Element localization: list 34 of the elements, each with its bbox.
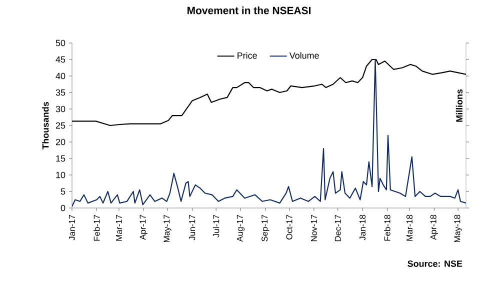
legend-label: Volume: [289, 52, 319, 59]
x-tick-label: May-18: [454, 214, 462, 242]
y-tick-label: 40: [56, 72, 66, 80]
x-tick-label: Sep-17: [262, 214, 270, 242]
x-tick-label: Mar-18: [406, 214, 412, 241]
y-tick-label: 45: [56, 56, 66, 63]
y-tick-label: 5: [60, 188, 66, 195]
y-tick-label: 20: [56, 138, 66, 146]
x-tick-label: Apr-18: [430, 214, 438, 240]
x-tick-label: Jan-17: [69, 214, 75, 240]
y-tick-label: 35: [56, 89, 66, 96]
y-tick-label: 0: [60, 204, 66, 212]
x-tick-label: Nov-17: [311, 214, 317, 242]
y-tick-label: 30: [56, 106, 66, 112]
x-tick-label: Feb-17: [94, 214, 100, 241]
x-tick-label: Oct-17: [286, 214, 292, 240]
y-tick-label: 25: [56, 122, 66, 129]
source-note: Source: NSE: [408, 260, 462, 267]
y-axis-title: Thousands: [42, 102, 49, 150]
x-tick-label: Feb-18: [384, 214, 390, 241]
y-tick-label: 15: [56, 155, 66, 162]
x-tick-label: May-17: [164, 214, 172, 242]
x-tick-label: Jun-17: [189, 214, 196, 240]
y2-axis-title: Millions: [456, 89, 463, 122]
chart-title: Movement in the NSEASI: [188, 6, 310, 14]
y-tick-label: 50: [56, 40, 66, 46]
x-tick-label: Aug-17: [236, 214, 245, 242]
x-tick-label: Mar-17: [116, 214, 122, 241]
x-tick-label: Dec-17: [334, 214, 341, 242]
x-tick-label: Jan-18: [360, 214, 366, 240]
x-tick-label: Apr-17: [140, 214, 148, 240]
x-tick-label: Jul-17: [212, 214, 220, 238]
y-tick-label: 10: [56, 172, 66, 178]
legend-label: Price: [238, 52, 257, 59]
